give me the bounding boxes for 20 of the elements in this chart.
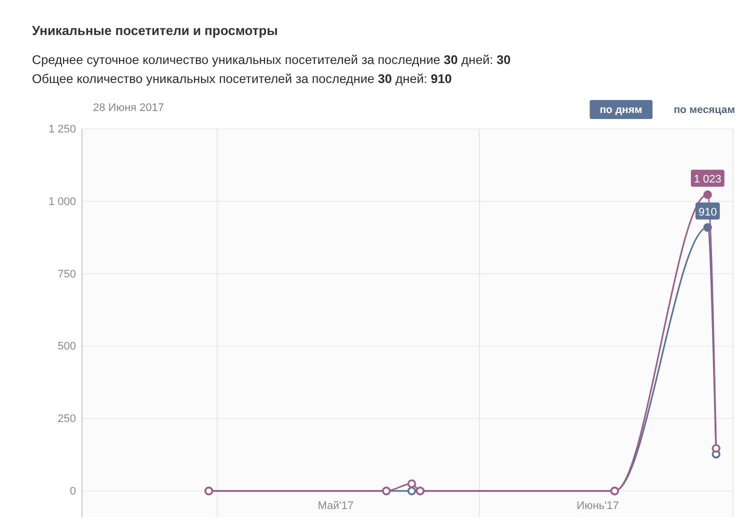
point [407, 486, 416, 496]
data-label: 910 [698, 206, 717, 218]
y-tick-label: 250 [58, 413, 76, 426]
chart-title: Уникальные посетители и просмотры [32, 23, 278, 38]
y-tick-label: 1 000 [48, 196, 76, 208]
point [703, 190, 712, 200]
text: Общее количество уникальных посетителей за последние 30 дней: 910 [32, 72, 452, 86]
y-tick-label: 750 [58, 268, 76, 280]
y-tick-label: 0 [70, 485, 76, 498]
x-tick-label: Июнь'17 [576, 500, 619, 512]
x-tick-label: Май'17 [318, 500, 354, 512]
text: Среднее суточное количество уникальных посетителей за последние 30 дней: 30 [32, 53, 511, 67]
data-label: 1 023 [694, 174, 722, 186]
point [407, 479, 416, 488]
text: по месяцам [674, 104, 736, 116]
point [712, 444, 720, 453]
text: 28 Июня 2017 [93, 102, 164, 114]
text: по дням [600, 104, 643, 116]
y-tick-label: 500 [58, 340, 76, 353]
y-tick-label: 1 250 [48, 124, 76, 136]
